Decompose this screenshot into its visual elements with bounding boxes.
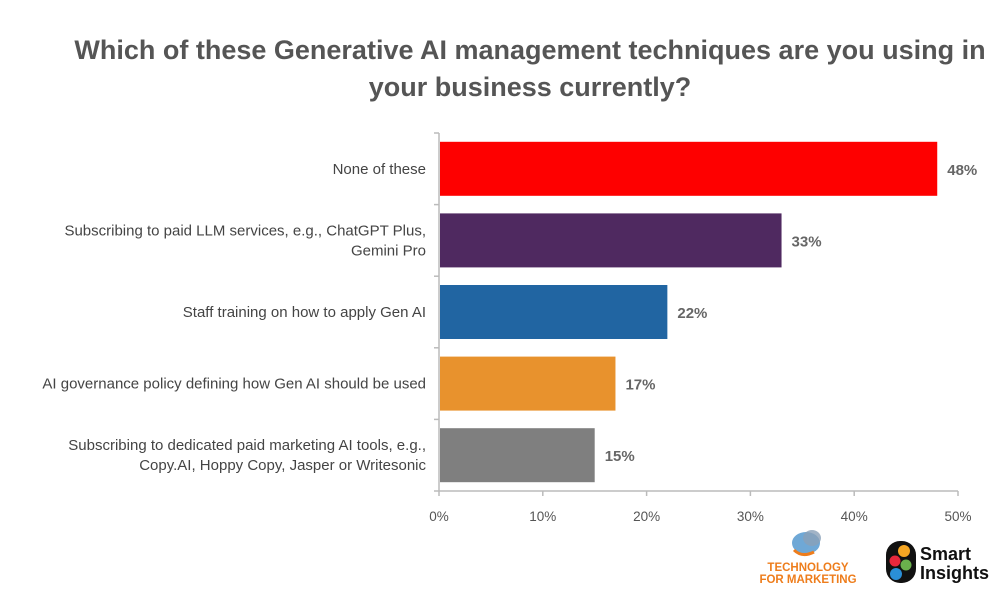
tfm-logo-icon xyxy=(792,548,815,557)
tfm-logo-text: TECHNOLOGY xyxy=(767,562,848,574)
bar-5 xyxy=(440,428,595,483)
data-label: 48% xyxy=(947,162,977,179)
category-label: AI governance policy defining how Gen AI… xyxy=(42,376,426,393)
bar-1 xyxy=(440,141,938,196)
smart-insights-logo-icon xyxy=(898,545,910,557)
x-tick-label: 0% xyxy=(429,509,449,524)
data-label: 22% xyxy=(677,305,707,322)
x-tick-label: 10% xyxy=(529,509,556,524)
category-label: None of these xyxy=(333,161,426,178)
bar-3 xyxy=(440,285,668,339)
category-label: Gemini Pro xyxy=(351,242,426,259)
chart-title: Which of these Generative AI management … xyxy=(74,35,986,102)
x-tick-label: 20% xyxy=(633,509,660,524)
category-label: Copy.AI, Hoppy Copy, Jasper or Writesoni… xyxy=(139,457,426,474)
bar-2 xyxy=(440,213,782,268)
data-label: 17% xyxy=(625,377,655,394)
x-tick-label: 50% xyxy=(944,509,971,524)
tfm-logo-text: FOR MARKETING xyxy=(759,574,856,586)
category-label: Subscribing to paid LLM services, e.g., … xyxy=(64,222,426,239)
x-tick-label: 40% xyxy=(841,509,868,524)
smart-insights-logo-icon xyxy=(900,559,912,571)
tfm-logo-icon xyxy=(803,530,821,546)
category-label: Staff training on how to apply Gen AI xyxy=(183,304,426,321)
smart-insights-logo-text: Insights xyxy=(920,563,989,583)
data-label: 15% xyxy=(605,448,635,465)
smart-insights-logo-icon xyxy=(890,568,902,580)
data-label: 33% xyxy=(792,233,822,250)
category-label: Subscribing to dedicated paid marketing … xyxy=(68,437,426,454)
smart-insights-logo-icon xyxy=(889,555,901,567)
smart-insights-logo-text: Smart xyxy=(920,544,971,564)
x-tick-label: 30% xyxy=(737,509,764,524)
bar-4 xyxy=(440,356,616,411)
